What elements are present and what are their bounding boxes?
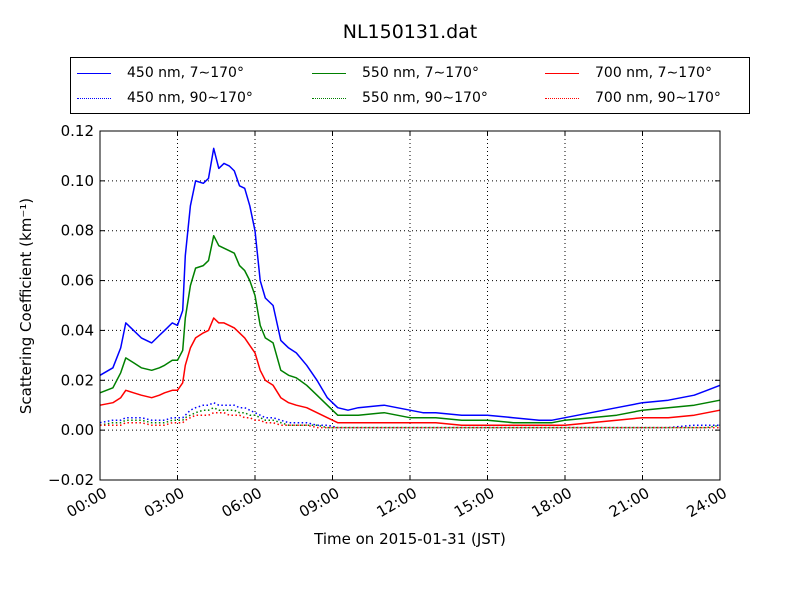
x-tick-label: 09:00 xyxy=(296,484,342,521)
legend-item: 450 nm, 7∼170° xyxy=(77,63,244,83)
grid xyxy=(100,131,720,480)
legend: 450 nm, 7∼170° 550 nm, 7∼170° 700 nm, 7∼17… xyxy=(70,57,750,114)
y-tick-label: 0.00 xyxy=(61,421,94,439)
legend-label: 450 nm, 90∼170° xyxy=(127,90,253,106)
series-line-1 xyxy=(99,234,721,424)
x-tick-label: 12:00 xyxy=(374,484,420,521)
chart-title: NL150131.dat xyxy=(343,21,478,43)
legend-swatch xyxy=(312,97,346,99)
legend-item: 450 nm, 90∼170° xyxy=(77,88,253,108)
y-tick-label: 0.06 xyxy=(61,272,94,290)
y-axis-label: Scattering Coefficient (km⁻¹) xyxy=(17,198,35,414)
x-tick-label: 06:00 xyxy=(219,484,265,521)
x-tick-label: 00:00 xyxy=(64,484,110,521)
legend-item: 700 nm, 7∼170° xyxy=(545,63,712,83)
legend-label: 700 nm, 90∼170° xyxy=(595,90,721,106)
x-tick-label: 21:00 xyxy=(606,484,652,521)
x-tick-label: 03:00 xyxy=(141,484,187,521)
legend-label: 700 nm, 7∼170° xyxy=(595,65,712,81)
legend-swatch xyxy=(545,97,579,99)
y-tick-label: 0.04 xyxy=(61,321,94,339)
x-tick-label: 15:00 xyxy=(451,484,497,521)
y-tick-label: 0.10 xyxy=(61,172,94,190)
legend-swatch xyxy=(77,72,111,74)
series-line-0 xyxy=(99,147,721,421)
series-line-2 xyxy=(99,317,721,426)
legend-label: 550 nm, 7∼170° xyxy=(362,65,479,81)
legend-swatch xyxy=(545,72,579,74)
legend-label: 550 nm, 90∼170° xyxy=(362,90,488,106)
x-tick-label: 24:00 xyxy=(684,484,730,521)
x-axis-label: Time on 2015-01-31 (JST) xyxy=(313,530,506,548)
series-line-4 xyxy=(99,406,721,429)
series-layer xyxy=(99,147,721,429)
y-tick-label: 0.08 xyxy=(61,222,94,240)
y-tick-label: 0.12 xyxy=(61,122,94,140)
y-tick-label: −0.02 xyxy=(48,471,94,489)
ticks xyxy=(99,130,721,481)
x-tick-label: 18:00 xyxy=(529,484,575,521)
legend-item: 550 nm, 7∼170° xyxy=(312,63,479,83)
y-tick-label: 0.02 xyxy=(61,371,94,389)
legend-item: 550 nm, 90∼170° xyxy=(312,88,488,108)
legend-item: 700 nm, 90∼170° xyxy=(545,88,721,108)
legend-swatch xyxy=(312,72,346,74)
legend-swatch xyxy=(77,97,111,99)
legend-label: 450 nm, 7∼170° xyxy=(127,65,244,81)
series-line-5 xyxy=(100,411,720,429)
tick-labels: 00:00 03:00 06:00 09:00 12:00 15:00 18:00 21:00… xyxy=(48,122,730,521)
